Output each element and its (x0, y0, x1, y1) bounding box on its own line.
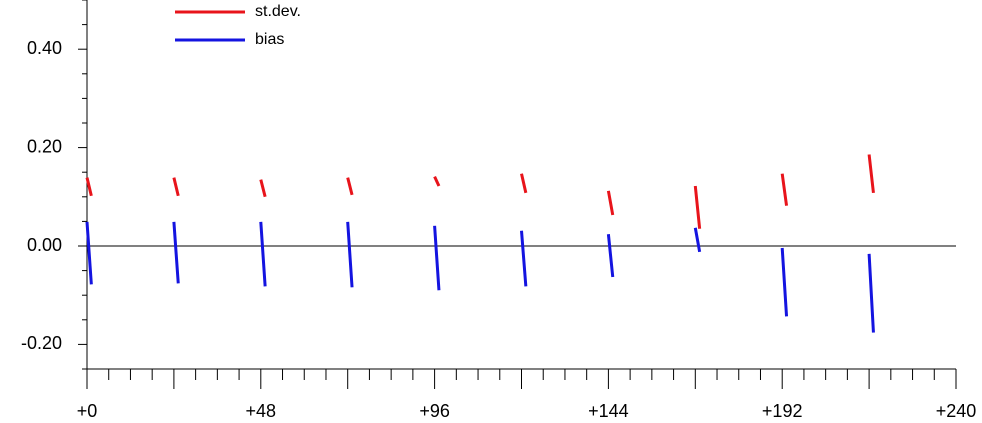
x-tick-label: +96 (419, 401, 450, 421)
x-tick-label: +0 (77, 401, 98, 421)
series-line (85, 154, 875, 229)
series-line (85, 221, 875, 333)
legend-label: st.dev. (255, 3, 301, 20)
y-tick-label: 0.20 (27, 136, 62, 156)
x-tick-label: +240 (936, 401, 977, 421)
y-tick-label: 0.40 (27, 38, 62, 58)
y-tick-label: -0.20 (21, 333, 62, 353)
x-tick-label: +192 (762, 401, 803, 421)
legend-label: bias (255, 31, 284, 48)
x-tick-label: +48 (246, 401, 277, 421)
y-tick-label: 0.00 (27, 235, 62, 255)
x-tick-label: +144 (588, 401, 629, 421)
